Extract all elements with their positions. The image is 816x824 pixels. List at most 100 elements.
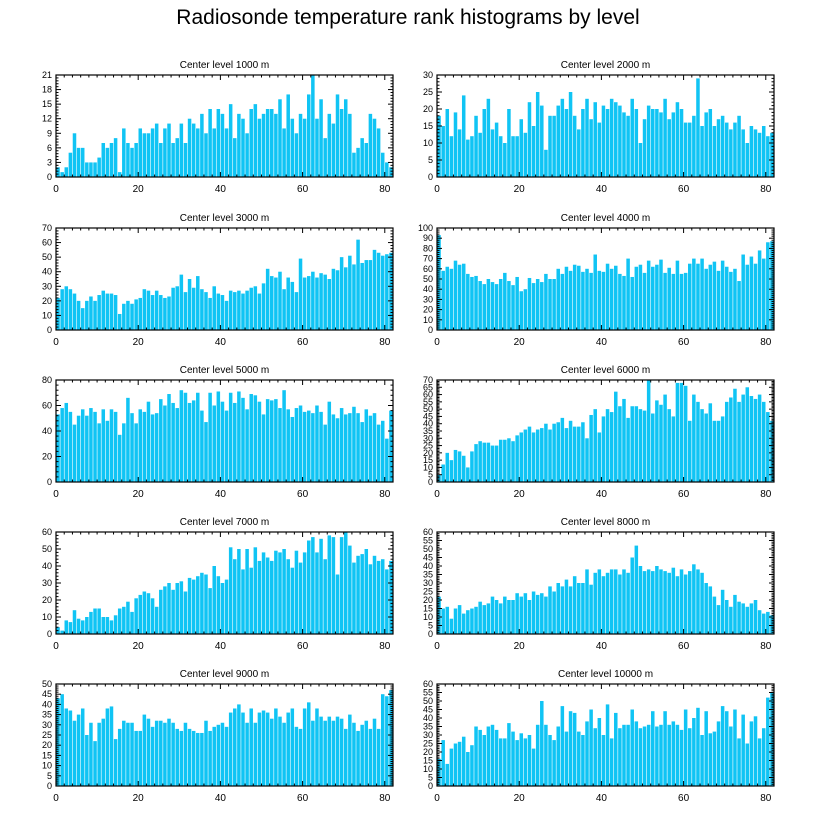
x-tick-label: 20 <box>514 641 526 652</box>
x-tick-label: 20 <box>133 489 145 500</box>
bar <box>72 133 77 177</box>
bar <box>445 606 450 634</box>
x-tick-label: 80 <box>379 793 391 804</box>
bar <box>327 113 332 177</box>
y-tick-label: 50 <box>42 252 52 262</box>
bar <box>122 128 126 177</box>
bar <box>704 413 708 482</box>
bar <box>376 728 381 786</box>
bar <box>692 258 696 330</box>
bar <box>208 730 212 786</box>
bar <box>101 290 106 330</box>
bar <box>688 263 692 330</box>
y-tick-label: 25 <box>42 730 52 740</box>
bar <box>757 132 762 177</box>
bar <box>494 729 499 786</box>
bar <box>183 143 188 177</box>
bar <box>376 128 381 177</box>
bar <box>552 423 556 482</box>
bar <box>228 392 233 482</box>
bar <box>253 286 258 330</box>
bar <box>167 123 171 177</box>
bar <box>323 274 327 330</box>
bar <box>593 102 597 177</box>
bar <box>716 605 721 634</box>
bar <box>667 267 671 330</box>
bar <box>593 728 597 786</box>
y-tick-label: 35 <box>423 722 433 732</box>
bar <box>577 426 581 482</box>
bar <box>531 748 536 786</box>
bar <box>323 424 327 483</box>
bar <box>76 618 81 634</box>
bar <box>265 712 270 786</box>
bar <box>618 728 622 786</box>
bar <box>741 394 745 482</box>
bar <box>720 115 725 177</box>
y-tick-label: 45 <box>423 553 433 563</box>
x-tick-label: 20 <box>133 641 145 652</box>
bar <box>614 102 618 177</box>
bar <box>445 266 450 330</box>
y-tick-label: 20 <box>42 595 52 605</box>
bar <box>749 126 754 177</box>
bar <box>76 714 81 786</box>
bar <box>159 399 163 483</box>
bar <box>60 694 64 786</box>
bar <box>692 394 696 482</box>
x-tick-label: 80 <box>379 184 391 195</box>
chart-panel-3: Center level 3000 m 0 20 40 60 80 0 10 20 30 40 50 6… <box>42 213 394 348</box>
bar <box>130 303 134 330</box>
bar <box>130 413 134 482</box>
chart-title: Center level 6000 m <box>561 365 651 376</box>
bar <box>646 569 651 634</box>
y-tick-label: 20 <box>423 104 433 114</box>
bar <box>544 423 548 482</box>
bar <box>298 258 303 330</box>
bar-series <box>56 239 393 330</box>
bar <box>154 606 159 634</box>
bar <box>675 382 680 482</box>
bar <box>646 724 651 786</box>
bar <box>113 138 118 177</box>
bar <box>486 442 491 482</box>
bar <box>208 109 212 177</box>
bar <box>204 720 208 786</box>
bar <box>278 716 282 786</box>
y-tick-label: 10 <box>42 761 52 771</box>
bar <box>527 277 532 330</box>
x-tick-label: 80 <box>760 337 772 348</box>
y-tick-label: 15 <box>423 455 433 465</box>
y-tick-label: 0 <box>47 172 52 182</box>
bar <box>343 728 348 786</box>
bar <box>204 133 208 177</box>
bar <box>466 752 470 786</box>
bar <box>343 99 348 177</box>
x-tick-label: 40 <box>215 793 227 804</box>
bar <box>372 413 377 482</box>
chart-panel-1: Center level 1000 m 0 20 40 60 80 0 3 6 9 12 15 18 21 <box>42 60 394 195</box>
bar <box>716 721 721 786</box>
x-tick-label: 0 <box>53 337 59 348</box>
bar <box>675 260 680 330</box>
bar <box>339 537 344 634</box>
bar <box>457 129 462 177</box>
bar <box>733 268 737 330</box>
bar <box>85 617 89 634</box>
bar <box>204 292 208 330</box>
bar <box>572 712 577 786</box>
x-tick-label: 60 <box>678 184 690 195</box>
y-tick-label: 60 <box>423 527 433 537</box>
bar <box>461 95 466 177</box>
bar <box>72 293 77 330</box>
y-tick-label: 40 <box>42 426 52 436</box>
bar <box>470 276 474 330</box>
chart-title: Center level 1000 m <box>180 60 270 71</box>
bar <box>692 564 696 634</box>
bar <box>531 591 536 634</box>
y-tick-label: 18 <box>42 85 52 95</box>
bar <box>655 109 659 177</box>
bar <box>515 740 519 786</box>
bar <box>638 143 643 177</box>
bar <box>609 412 614 482</box>
